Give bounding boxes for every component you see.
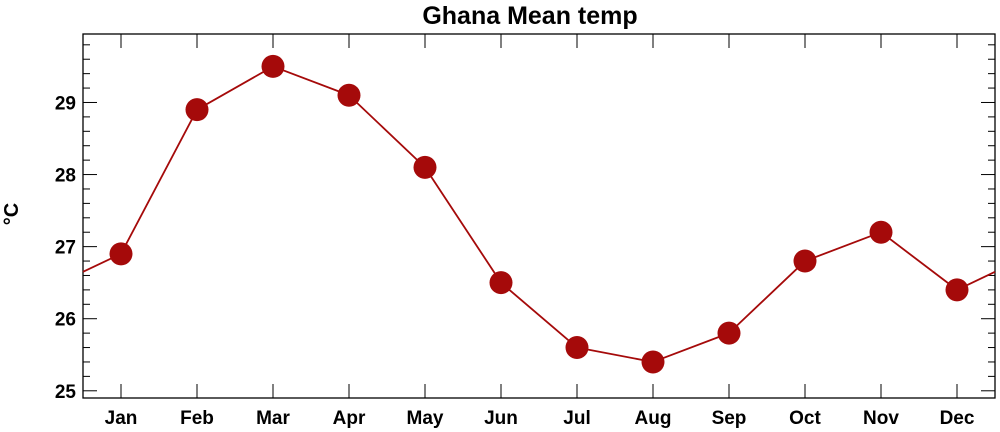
- data-point: [261, 54, 285, 78]
- y-tick-label: 28: [55, 166, 76, 187]
- x-tick-label: May: [407, 408, 444, 429]
- data-point: [109, 242, 133, 266]
- axes: 25 26 27 28 29 Jan Feb Mar Apr May Jun Jul Aug Sep Oct…: [55, 33, 996, 429]
- data-point: [337, 83, 361, 107]
- plot-frame: [82, 33, 996, 399]
- data-point: [641, 350, 665, 374]
- series-line: [82, 65, 996, 363]
- y-tick-label: 26: [55, 310, 76, 331]
- x-tick-label: Mar: [256, 408, 290, 429]
- data-point: [717, 321, 741, 345]
- data-point: [945, 278, 969, 302]
- y-axis-label: °C: [1, 203, 23, 225]
- x-tick-label: Feb: [180, 408, 214, 429]
- x-tick-label: Nov: [863, 408, 899, 429]
- x-tick-label: Dec: [940, 408, 975, 429]
- y-tick-label: 27: [55, 238, 76, 259]
- series: [82, 54, 996, 374]
- data-point: [793, 249, 817, 273]
- y-tick-label: 29: [55, 93, 76, 114]
- data-point: [489, 271, 513, 295]
- x-tick-label: Oct: [789, 408, 821, 429]
- data-point: [413, 155, 437, 179]
- data-point: [565, 336, 589, 360]
- x-tick-label: Aug: [635, 408, 672, 429]
- x-tick-label: Jan: [105, 408, 138, 429]
- data-point: [185, 98, 209, 122]
- x-tick-label: Sep: [712, 408, 747, 429]
- x-tick-label: Jul: [563, 408, 590, 429]
- x-tick-label: Jun: [484, 408, 518, 429]
- x-tick-label: Apr: [333, 408, 366, 429]
- chart-title: Ghana Mean temp: [422, 2, 637, 30]
- y-tick-label: 25: [55, 382, 77, 403]
- data-point: [869, 220, 893, 244]
